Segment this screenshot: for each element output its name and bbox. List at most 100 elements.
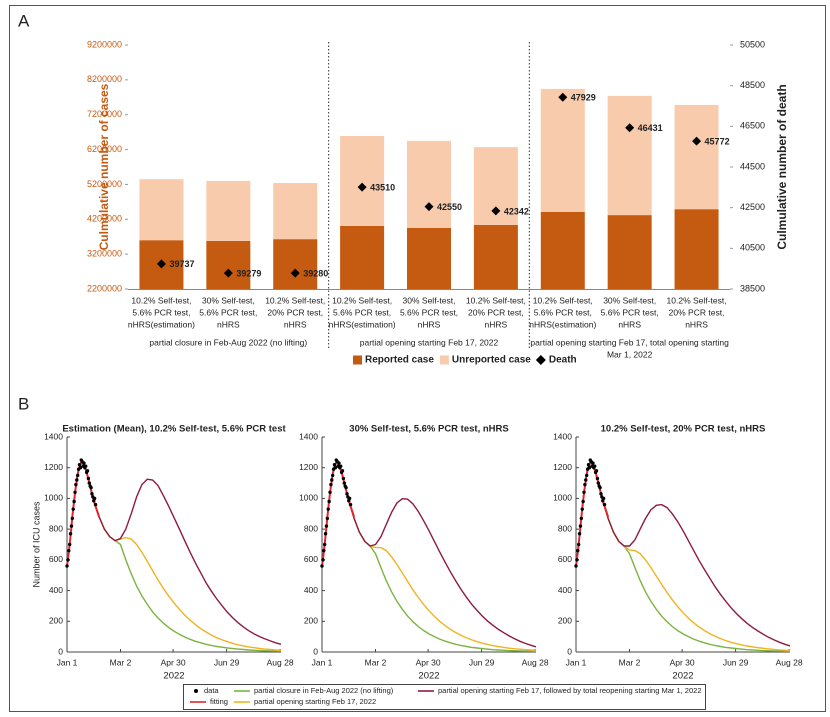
data-point (78, 466, 83, 470)
data-point (594, 469, 599, 473)
x-tick-label: 5.6% PCR test, (333, 307, 391, 317)
data-point (337, 461, 341, 465)
data-point (602, 502, 607, 507)
x-tick-label: nHRS (485, 319, 508, 329)
data-point (326, 507, 330, 511)
x-tick-label: 5.6% PCR test, (601, 307, 659, 317)
y-tick-label: 1000 (553, 493, 572, 503)
data-point (75, 478, 79, 482)
bar-segment (340, 225, 385, 289)
data-point (330, 478, 334, 482)
data-point (583, 482, 587, 487)
x-axis-title: 2022 (418, 671, 439, 682)
death-marker (223, 268, 233, 278)
data-point (581, 499, 585, 504)
data-label: 42342 (504, 206, 529, 216)
data-point (86, 476, 91, 481)
scenario-line (93, 500, 282, 651)
panel-label: A (18, 11, 30, 30)
data-point (84, 464, 88, 468)
x-tick-label: 5.6% PCR test, (534, 307, 592, 317)
data-point (347, 496, 352, 501)
bar-segment (139, 179, 184, 241)
death-marker (692, 136, 702, 146)
data-point (89, 485, 93, 490)
data-point (87, 481, 91, 485)
group-label: Mar 1, 2022 (607, 349, 653, 359)
scenario-line (348, 497, 537, 648)
x-tick-label: 10.2% Self-test, (332, 295, 392, 305)
legend-box (183, 684, 706, 710)
data-point (574, 564, 578, 568)
data-point (341, 476, 346, 481)
y-tick-label: 1000 (44, 493, 63, 503)
legend-label: partial opening starting Feb 17, 2022 (254, 697, 376, 706)
x-tick-label: Aug 28 (522, 657, 549, 667)
y2-tick-label: 40500 (740, 243, 765, 253)
y-tick-label: 1400 (299, 431, 318, 441)
legend-label: partial closure in Feb-Aug 2022 (no lift… (254, 686, 394, 695)
data-point (333, 466, 338, 470)
data-point (85, 469, 90, 473)
data-point (70, 516, 75, 521)
x-tick-label: nHRS(estimation) (329, 319, 396, 329)
data-point (587, 466, 592, 470)
data-point (90, 492, 94, 496)
data-point (575, 558, 579, 562)
x-tick-label: nHRS (685, 319, 708, 329)
y-tick-label: 400 (304, 585, 318, 595)
x-tick-label: Apr 30 (670, 657, 695, 667)
scenario-line (602, 500, 791, 653)
data-point (585, 473, 589, 478)
data-point (66, 558, 70, 562)
y-axis-title: Number of ICU cases (31, 501, 41, 588)
data-point (595, 476, 600, 481)
data-point (67, 548, 71, 553)
data-label: 45772 (705, 137, 730, 147)
death-marker (357, 182, 367, 192)
bar-segment (540, 88, 585, 212)
x-tick-label: Aug 28 (267, 657, 294, 667)
data-point (576, 542, 581, 547)
bar-segment (473, 224, 518, 289)
subplot-title: 30% Self-test, 5.6% PCR test, nHRS (349, 424, 508, 435)
y-axis-title: Culmulative number of cases (97, 83, 111, 250)
bar-segment (407, 140, 451, 228)
y-tick-label: 3200000 (87, 249, 122, 259)
y2-tick-label: 50500 (740, 39, 765, 49)
data-point (69, 524, 74, 528)
x-axis-title: 2022 (163, 671, 184, 682)
figure-border (9, 5, 826, 712)
x-tick-label: Jun 29 (723, 657, 749, 667)
data-point (593, 464, 597, 468)
data-point (342, 481, 346, 485)
data-label: 43510 (370, 183, 395, 193)
subplot-title: Estimation (Mean), 10.2% Self-test, 5.6%… (62, 424, 286, 435)
y-tick-label: 6200000 (87, 144, 122, 154)
x-tick-label: nHRS(estimation) (529, 319, 596, 329)
x-tick-label: nHRS (217, 319, 240, 329)
data-point (328, 490, 332, 494)
legend-swatch (439, 355, 449, 365)
data-point (322, 548, 326, 553)
x-tick-label: 20% PCR test, (468, 307, 524, 317)
death-marker (491, 206, 501, 216)
y-tick-label: 800 (558, 523, 572, 533)
scenario-line (348, 500, 537, 651)
y2-tick-label: 48500 (740, 80, 765, 90)
scenario-line (93, 500, 282, 652)
data-point (591, 461, 595, 465)
x-tick-label: 5.6% PCR test, (132, 307, 190, 317)
death-marker (156, 259, 166, 269)
death-marker (625, 123, 635, 133)
y-tick-label: 200 (304, 616, 318, 626)
x-tick-label: 30% Self-test, (403, 295, 456, 305)
x-tick-label: 10.2% Self-test, (265, 295, 325, 305)
death-marker (558, 92, 568, 102)
data-label: 42550 (437, 202, 462, 212)
data-point (601, 496, 606, 501)
x-tick-label: Mar 2 (365, 657, 387, 667)
x-tick-label: Mar 2 (619, 657, 641, 667)
y2-tick-label: 42500 (740, 202, 765, 212)
data-point (578, 524, 583, 528)
